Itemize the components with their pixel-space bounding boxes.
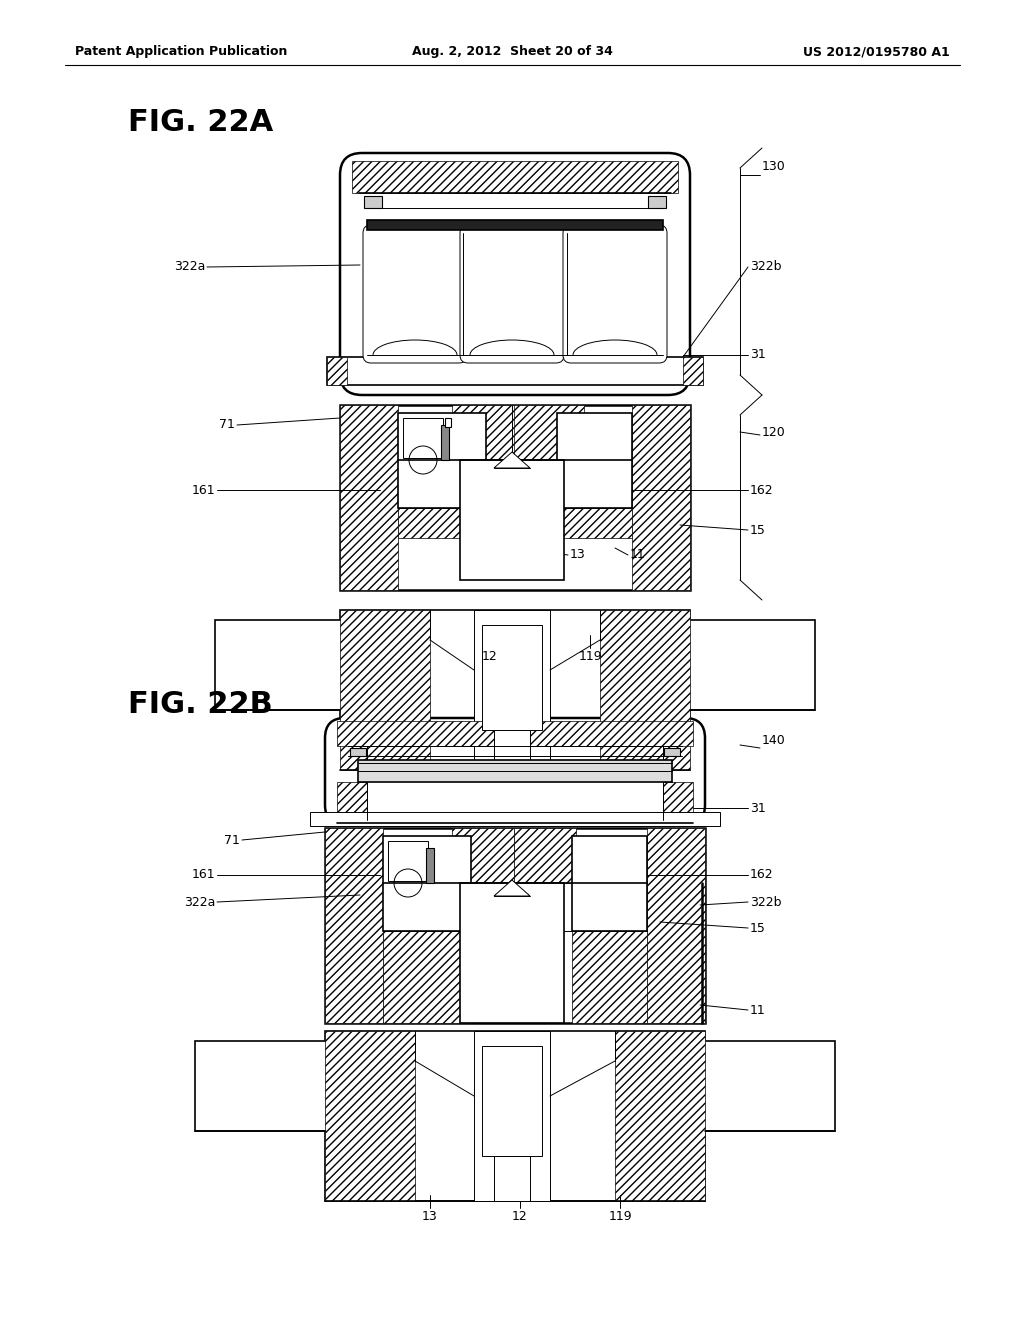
Text: 119: 119	[579, 649, 602, 663]
Text: 12: 12	[482, 649, 498, 663]
Text: 71: 71	[224, 833, 240, 846]
Bar	[398, 413, 486, 508]
Bar	[426, 847, 434, 883]
Bar	[482, 624, 542, 730]
Text: 13: 13	[422, 1210, 438, 1224]
FancyBboxPatch shape	[362, 224, 467, 363]
Text: 322b: 322b	[750, 260, 781, 273]
Bar	[358, 760, 672, 781]
Bar	[680, 620, 815, 710]
Bar	[325, 828, 383, 1023]
Bar	[557, 508, 632, 539]
Bar	[648, 195, 666, 209]
Bar	[388, 841, 428, 880]
Text: 15: 15	[750, 524, 766, 536]
FancyBboxPatch shape	[340, 153, 690, 395]
Bar	[367, 220, 663, 230]
Bar	[600, 610, 690, 770]
Text: 119: 119	[608, 1210, 632, 1224]
Bar	[195, 1041, 335, 1131]
Bar	[325, 1031, 415, 1201]
Bar	[340, 405, 690, 590]
Bar	[215, 620, 350, 710]
Bar	[572, 931, 647, 1023]
FancyBboxPatch shape	[460, 224, 564, 363]
Bar	[352, 161, 678, 193]
Text: 11: 11	[750, 1003, 766, 1016]
Bar	[664, 748, 680, 756]
Text: Patent Application Publication: Patent Application Publication	[75, 45, 288, 58]
Polygon shape	[494, 451, 530, 469]
Bar	[310, 812, 720, 826]
Bar	[474, 610, 550, 770]
Bar	[663, 781, 693, 820]
Text: 162: 162	[750, 869, 773, 882]
Text: US 2012/0195780 A1: US 2012/0195780 A1	[803, 45, 950, 58]
Bar	[340, 610, 430, 770]
Bar	[403, 418, 443, 458]
Bar	[557, 413, 632, 508]
Bar	[474, 1031, 550, 1201]
Bar	[460, 883, 564, 1023]
Bar	[615, 1031, 705, 1201]
Bar	[325, 828, 705, 1023]
Text: Aug. 2, 2012  Sheet 20 of 34: Aug. 2, 2012 Sheet 20 of 34	[412, 45, 612, 58]
Bar	[695, 1041, 835, 1131]
Text: 11: 11	[630, 549, 646, 561]
Text: 15: 15	[750, 921, 766, 935]
Bar	[340, 610, 690, 770]
Bar	[398, 508, 486, 539]
Bar	[572, 836, 647, 931]
Text: 13: 13	[570, 549, 586, 561]
Bar	[632, 405, 690, 590]
Text: 322b: 322b	[750, 895, 781, 908]
Bar	[494, 730, 530, 770]
Bar	[514, 405, 584, 459]
Bar	[647, 828, 705, 1023]
Bar	[340, 405, 398, 590]
Bar	[383, 836, 471, 931]
Bar	[494, 1156, 530, 1201]
Bar	[452, 405, 522, 459]
FancyBboxPatch shape	[325, 718, 705, 825]
Bar	[482, 1045, 542, 1156]
Bar	[337, 781, 367, 820]
Text: 322a: 322a	[174, 260, 205, 273]
Text: 120: 120	[762, 425, 785, 438]
Text: 161: 161	[191, 869, 215, 882]
Text: 140: 140	[762, 734, 785, 747]
Bar	[683, 356, 703, 385]
Bar	[337, 721, 693, 746]
Bar	[327, 356, 703, 385]
Text: 12: 12	[512, 1210, 528, 1224]
Bar	[514, 828, 575, 883]
Polygon shape	[494, 880, 530, 896]
Text: 322a: 322a	[183, 895, 215, 908]
Bar	[364, 195, 382, 209]
Text: 71: 71	[219, 418, 234, 432]
Bar	[441, 425, 449, 459]
Bar	[452, 828, 514, 883]
Bar	[327, 356, 347, 385]
Text: 161: 161	[191, 483, 215, 496]
Bar	[445, 418, 451, 426]
FancyBboxPatch shape	[563, 224, 667, 363]
Text: 31: 31	[750, 348, 766, 362]
Text: 130: 130	[762, 161, 785, 173]
Text: 162: 162	[750, 483, 773, 496]
Text: FIG. 22A: FIG. 22A	[128, 108, 273, 137]
Bar	[383, 931, 471, 1023]
Text: FIG. 22B: FIG. 22B	[128, 690, 272, 719]
Bar	[325, 1031, 705, 1201]
Bar	[350, 748, 366, 756]
Text: 31: 31	[750, 801, 766, 814]
Bar	[460, 459, 564, 579]
